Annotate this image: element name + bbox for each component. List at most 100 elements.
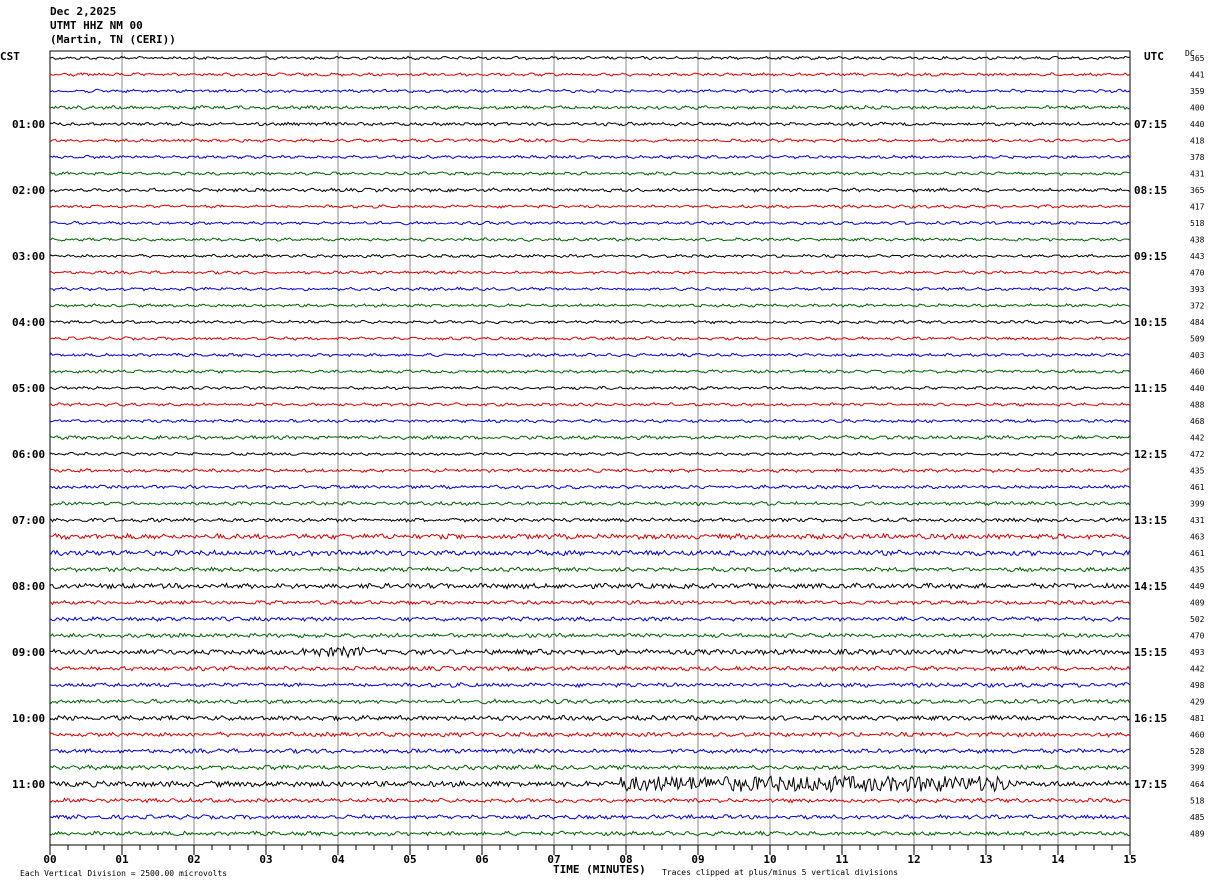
dc-offset-label: 449: [1190, 582, 1205, 591]
clip-note: Traces clipped at plus/minus 5 vertical …: [662, 868, 899, 877]
utc-hour-label: 10:15: [1134, 316, 1167, 329]
x-tick-label: 01: [115, 853, 129, 866]
header-station: UTMT HHZ NM 00: [50, 19, 143, 32]
x-tick-label: 13: [979, 853, 992, 866]
scale-note-text: Each Vertical Division = 2500.00 microvo…: [20, 869, 228, 878]
dc-offset-label: 393: [1190, 285, 1205, 294]
seismic-trace: [49, 484, 1130, 490]
dc-offset-label: 493: [1190, 648, 1205, 657]
seismic-trace: [49, 549, 1130, 557]
dc-offset-label: 403: [1190, 351, 1205, 360]
cst-hour-label: 07:00: [12, 514, 45, 527]
utc-hour-label: 15:15: [1134, 646, 1167, 659]
utc-hour-label: 13:15: [1134, 514, 1167, 527]
dc-offset-label: 502: [1190, 615, 1205, 624]
seismic-trace: [49, 138, 1130, 143]
cst-hour-label: 06:00: [12, 448, 45, 461]
seismic-trace: [49, 645, 1130, 659]
x-tick-label: 12: [907, 853, 920, 866]
scale-note: Each Vertical Division = 2500.00 microvo…: [2, 869, 227, 878]
x-tick-label: 15: [1123, 853, 1136, 866]
x-tick-label: 03: [259, 853, 272, 866]
utc-hour-label: 16:15: [1134, 712, 1167, 725]
cst-hour-label: 01:00: [12, 118, 45, 131]
seismic-trace: [49, 303, 1130, 308]
left-timezone-label: CST: [0, 50, 20, 63]
dc-offset-label: 461: [1190, 549, 1205, 558]
dc-offset-label: 431: [1190, 170, 1205, 179]
seismic-trace: [49, 352, 1130, 358]
dc-offset-label: 518: [1190, 219, 1205, 228]
dc-offset-label: 509: [1190, 335, 1205, 344]
seismic-trace: [49, 319, 1130, 325]
dc-offset-label: 460: [1190, 731, 1205, 740]
seismic-trace: [49, 665, 1130, 672]
cst-hour-label: 02:00: [12, 184, 45, 197]
dc-offset-label: 463: [1190, 533, 1205, 542]
seismic-trace: [49, 517, 1130, 524]
dc-offset-label: 417: [1190, 203, 1205, 212]
seismic-trace: [49, 171, 1130, 176]
x-tick-label: 11: [835, 853, 849, 866]
cst-hour-label: 11:00: [12, 778, 45, 791]
dc-offset-label: 472: [1190, 450, 1205, 459]
seismic-trace: [49, 88, 1130, 94]
seismic-trace: [49, 747, 1130, 755]
seismic-trace: [49, 402, 1130, 407]
dc-offset-label: 460: [1190, 368, 1205, 377]
seismic-trace: [49, 154, 1130, 160]
seismic-trace: [49, 500, 1130, 506]
x-tick-label: 09: [691, 853, 704, 866]
seismic-trace: [49, 104, 1130, 111]
seismic-trace: [49, 121, 1130, 127]
dc-offset-label: 399: [1190, 764, 1205, 773]
seismic-trace: [49, 187, 1130, 193]
cst-hour-label: 05:00: [12, 382, 45, 395]
dc-offset-label: 461: [1190, 483, 1205, 492]
seismic-trace: [49, 830, 1130, 837]
seismic-trace: [49, 764, 1130, 771]
dc-offset-label: 435: [1190, 467, 1205, 476]
plot-frame: [49, 50, 1131, 846]
seismic-trace: [49, 632, 1130, 639]
dc-offset-label: 440: [1190, 120, 1205, 129]
cst-hour-label: 10:00: [12, 712, 45, 725]
utc-hour-label: 14:15: [1134, 580, 1167, 593]
dc-offset-label: 442: [1190, 665, 1205, 674]
dc-offset-label: 365: [1190, 186, 1205, 195]
utc-hour-label: 12:15: [1134, 448, 1167, 461]
utc-hour-label: 08:15: [1134, 184, 1167, 197]
dc-offset-label: 485: [1190, 813, 1205, 822]
seismic-trace: [49, 797, 1130, 804]
seismic-trace: [49, 336, 1130, 341]
cst-hour-label: 04:00: [12, 316, 45, 329]
utc-hour-label: 09:15: [1134, 250, 1167, 263]
dc-offset-label: 378: [1190, 153, 1205, 162]
dc-offset-label: 470: [1190, 269, 1205, 278]
utc-hour-label: 17:15: [1134, 778, 1167, 791]
seismic-trace: [49, 698, 1130, 705]
dc-offset-label: 443: [1190, 252, 1205, 261]
cst-hour-label: 08:00: [12, 580, 45, 593]
x-tick-label: 07: [547, 853, 560, 866]
seismic-trace: [49, 369, 1130, 374]
dc-offset-label: 481: [1190, 714, 1205, 723]
x-tick-label: 00: [43, 853, 56, 866]
seismic-trace: [49, 599, 1130, 606]
seismic-trace: [49, 385, 1130, 391]
seismic-trace: [49, 714, 1130, 722]
cst-hour-label: 09:00: [12, 646, 45, 659]
seismic-trace: [49, 774, 1130, 794]
dc-offset-label: 431: [1190, 516, 1205, 525]
seismic-trace: [49, 532, 1130, 541]
seismic-trace: [49, 434, 1130, 441]
seismic-trace: [49, 615, 1130, 623]
seismic-trace: [49, 566, 1130, 573]
dc-offset-label: 435: [1190, 566, 1205, 575]
seismic-trace: [49, 681, 1130, 689]
dc-offset-label: 409: [1190, 599, 1205, 608]
cst-hour-label: 03:00: [12, 250, 45, 263]
utc-hour-label: 11:15: [1134, 382, 1167, 395]
dc-offset-label: 359: [1190, 87, 1205, 96]
